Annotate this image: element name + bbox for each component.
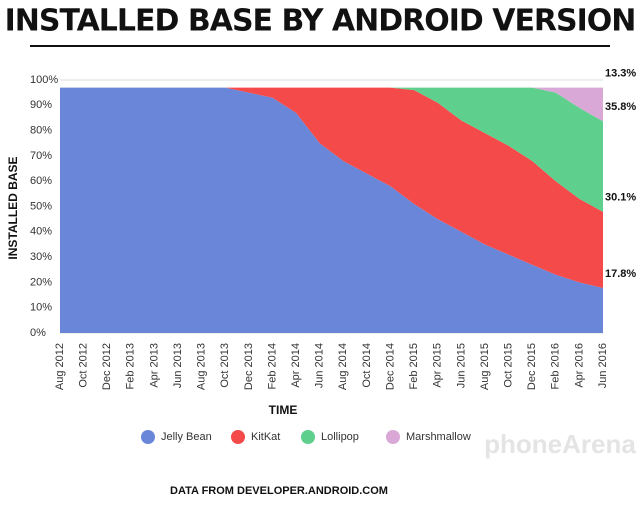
legend-swatch xyxy=(141,430,155,444)
watermark: phoneArena xyxy=(484,429,636,459)
x-tick-label: Oct 2015 xyxy=(502,343,514,388)
y-tick-label: 80% xyxy=(30,125,52,137)
area xyxy=(60,87,603,212)
x-tick-label: Feb 2014 xyxy=(266,343,278,389)
x-tick-label: Jun 2013 xyxy=(172,343,184,388)
data-label: 35.8% xyxy=(605,101,636,113)
y-tick-label: 0% xyxy=(30,327,46,339)
x-tick-label: Feb 2013 xyxy=(125,343,137,389)
x-tick-label: Aug 2015 xyxy=(479,343,491,390)
x-tick-label: Apr 2014 xyxy=(290,343,302,388)
area xyxy=(60,87,603,122)
x-axis-label: TIME xyxy=(269,403,298,417)
y-tick-label: 20% xyxy=(30,276,52,288)
x-tick-label: Dec 2015 xyxy=(526,343,538,390)
legend-label: Lollipop xyxy=(321,431,359,443)
data-label: 17.8% xyxy=(605,268,636,280)
y-tick-label: 90% xyxy=(30,99,52,111)
y-tick-label: 70% xyxy=(30,150,52,162)
x-tick-label: Aug 2012 xyxy=(54,343,66,390)
x-tick-label: Oct 2012 xyxy=(78,343,90,388)
y-tick-label: 50% xyxy=(30,200,52,212)
legend-label: KitKat xyxy=(251,431,280,443)
x-tick-label: Jun 2016 xyxy=(597,343,609,388)
legend-swatch xyxy=(301,430,315,444)
source-note: DATA FROM DEVELOPER.ANDROID.COM xyxy=(170,485,388,497)
x-tick-label: Oct 2014 xyxy=(361,343,373,388)
x-tick-label: Feb 2015 xyxy=(408,343,420,389)
x-tick-label: Dec 2014 xyxy=(384,343,396,390)
x-tick-label: Dec 2012 xyxy=(101,343,113,390)
legend-swatch xyxy=(386,430,400,444)
area xyxy=(60,87,603,288)
y-tick-label: 60% xyxy=(30,175,52,187)
area xyxy=(60,87,603,333)
legend-label: Jelly Bean xyxy=(161,431,212,443)
data-label: 30.1% xyxy=(605,192,636,204)
x-tick-label: Dec 2013 xyxy=(243,343,255,390)
y-tick-label: 100% xyxy=(30,74,58,86)
y-tick-label: 40% xyxy=(30,226,52,238)
x-tick-label: Apr 2015 xyxy=(432,343,444,388)
legend-label: Marshmallow xyxy=(406,431,471,443)
y-axis-label: INSTALLED BASE xyxy=(6,156,20,259)
x-tick-label: Apr 2013 xyxy=(148,343,160,388)
x-tick-label: Jun 2015 xyxy=(455,343,467,388)
x-tick-label: Jun 2014 xyxy=(314,343,326,388)
y-tick-label: 10% xyxy=(30,302,52,314)
x-tick-label: Feb 2016 xyxy=(550,343,562,389)
chart-title: INSTALLED BASE BY ANDROID VERSION xyxy=(5,4,636,39)
x-tick-label: Oct 2013 xyxy=(219,343,231,388)
x-tick-label: Aug 2014 xyxy=(337,343,349,390)
x-tick-label: Aug 2013 xyxy=(196,343,208,390)
legend-swatch xyxy=(231,430,245,444)
x-tick-label: Apr 2016 xyxy=(573,343,585,388)
data-label: 13.3% xyxy=(605,67,636,79)
y-tick-label: 30% xyxy=(30,251,52,263)
